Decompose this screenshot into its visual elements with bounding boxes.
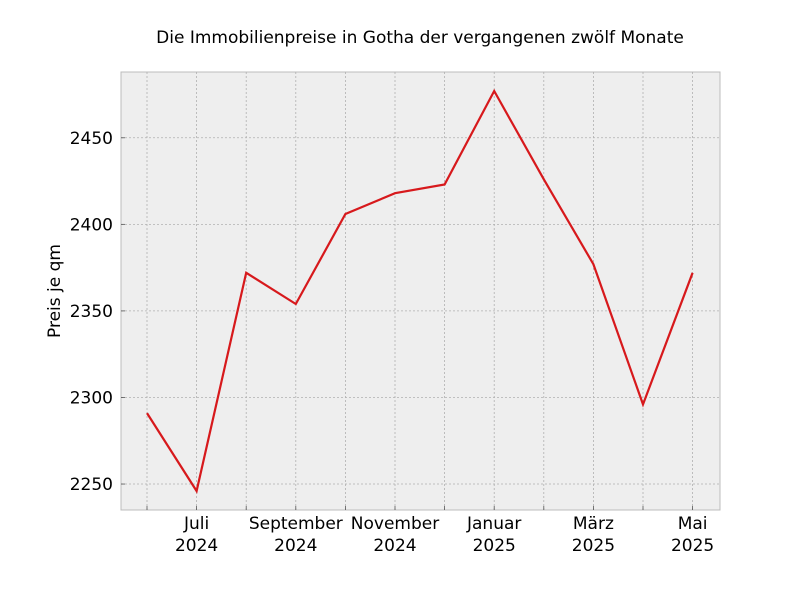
plot-area [120,71,721,511]
grid [121,72,720,510]
x-tick-label: November 2024 [351,514,439,556]
x-tick-label: Mai 2025 [671,514,714,556]
axis-ticks [121,137,693,510]
y-tick-label: 2400 [70,215,113,235]
y-tick-label: 2450 [70,129,113,149]
series [146,88,694,494]
chart-title: Die Immobilienpreise in Gotha der vergan… [156,28,684,48]
series-line [146,88,694,494]
x-tick-label: Juli 2024 [175,514,218,556]
y-axis-label: Preis je qm [45,244,65,338]
tick-labels: 2250 2300 2350 2400 2450 Juli 2024 September 202… [70,129,714,556]
y-tick-label: 2250 [70,475,113,495]
x-tick-label: März 2025 [572,514,615,556]
y-tick-label: 2300 [70,388,113,408]
y-tick-label: 2350 [70,302,113,322]
x-tick-label: Januar 2025 [466,514,521,556]
x-tick-label: September 2024 [249,514,343,556]
